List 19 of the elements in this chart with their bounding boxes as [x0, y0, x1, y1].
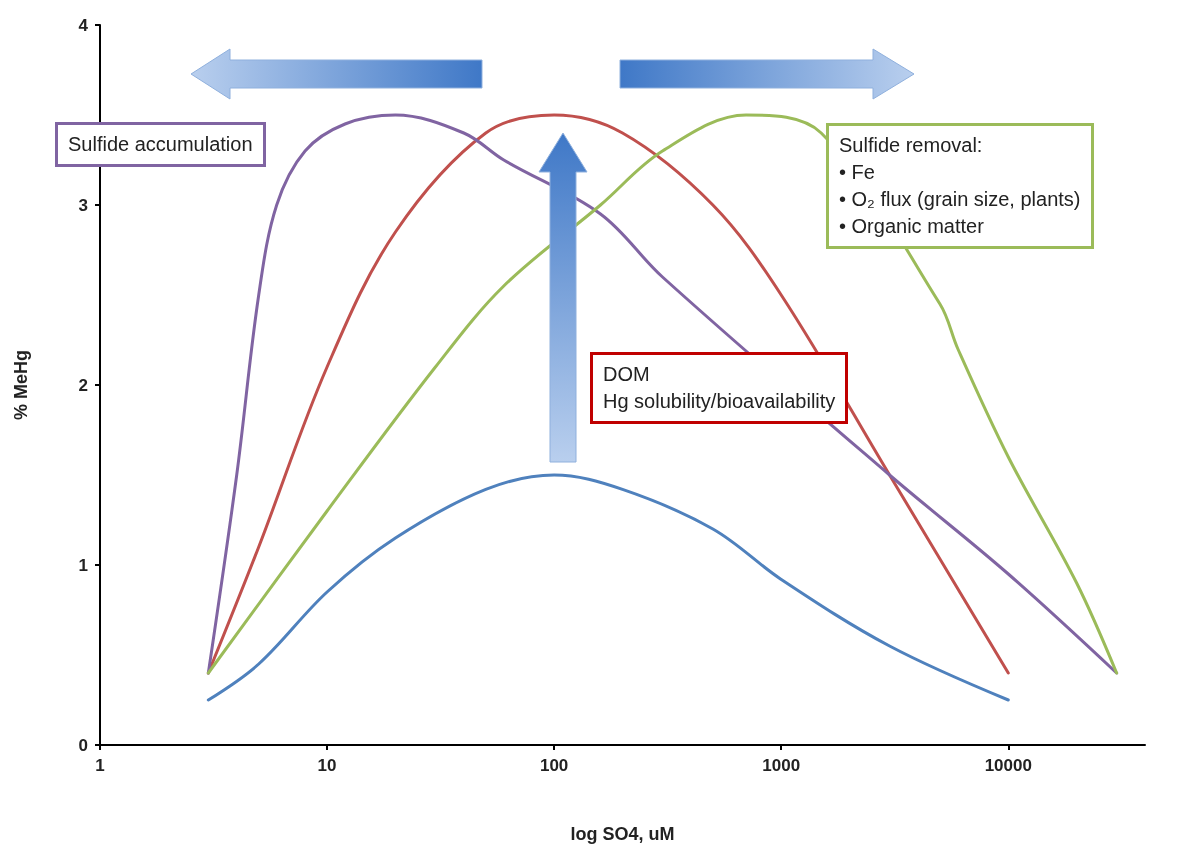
x-tick-label: 10000 [984, 756, 1032, 775]
annotation: Sulfide accumulation [68, 132, 253, 157]
x-axis-title: log SO4, uM [570, 824, 675, 844]
y-tick-label: 4 [78, 15, 89, 35]
x-tick-label: 100 [539, 756, 569, 775]
annotation: • Organic matter [839, 214, 985, 239]
x-tick-label: 10 [317, 756, 337, 775]
y-tick-label: 0 [78, 735, 88, 755]
x-tick-label: 1000 [762, 756, 801, 775]
y-tick-label: 1 [78, 555, 88, 575]
annotation: Hg solubility/bioavailability [603, 389, 836, 414]
y-axis-title: % MeHg [11, 349, 31, 421]
annotation: • O₂ flux (grain size, plants) [839, 187, 1081, 212]
y-tick-label: 3 [78, 195, 88, 215]
annotation: Sulfide removal: [839, 133, 984, 158]
y-tick-label: 2 [78, 375, 88, 395]
annotation: DOM [603, 362, 651, 387]
x-tick-label: 1 [95, 756, 105, 775]
annotation: • Fe [839, 160, 876, 185]
